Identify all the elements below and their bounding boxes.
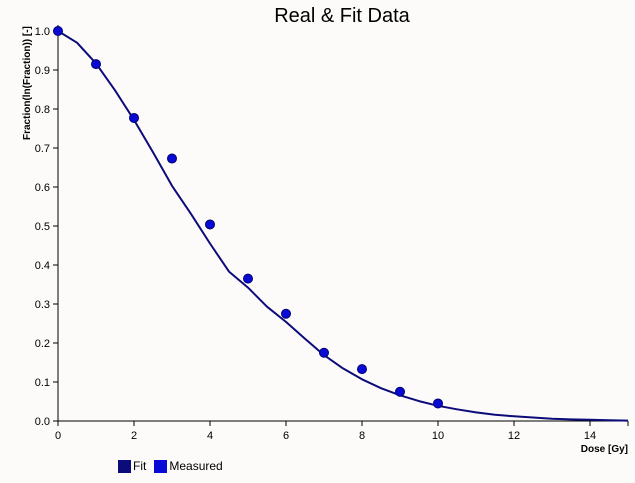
x-tick-label: 0 (55, 430, 61, 442)
fit-line (57, 30, 629, 422)
y-tick-label: 0.4 (35, 260, 50, 272)
y-tick-label: 0.7 (35, 143, 50, 155)
x-tick-label: 2 (131, 430, 137, 442)
chart-title: Real & Fit Data (274, 5, 410, 27)
measured-point (357, 364, 367, 375)
legend-swatch-fit (118, 459, 131, 473)
y-tick-label: 0.3 (35, 299, 50, 311)
legend-swatch-measured (154, 459, 168, 473)
x-tick-label: 14 (584, 430, 596, 442)
y-tick-label: 0.9 (35, 65, 50, 77)
x-tick-label: 4 (207, 430, 213, 442)
fit-series (57, 30, 629, 422)
measured-point (319, 347, 329, 358)
measured-point (395, 386, 405, 397)
measured-point (53, 26, 63, 36)
axes: 0 2 4 6 8 10 12 14 0.0 0.1 0.2 0.3 0.4 0.5 0.6 0.7 0.8 0.… (35, 25, 629, 442)
measured-point (433, 398, 443, 409)
x-axis-label: Dose [Gy] (581, 444, 628, 455)
legend-label-measured: Measured (169, 459, 223, 473)
y-tick-label: 0.6 (35, 182, 50, 194)
y-axis-label: Fraction(ln(Fraction)) [-] (22, 26, 33, 140)
x-tick-label: 10 (432, 430, 444, 442)
measured-point (91, 59, 101, 70)
legend-item-fit[interactable]: Fit (118, 459, 146, 473)
legend-label-fit: Fit (133, 459, 147, 473)
x-tick-label: 6 (283, 430, 289, 442)
measured-series (53, 26, 443, 409)
y-tick-label: 0.0 (35, 416, 50, 428)
measured-point (129, 112, 139, 123)
measured-point (167, 153, 177, 164)
y-tick-label: 0.2 (35, 338, 50, 350)
y-tick-label: 0.8 (35, 104, 50, 116)
legend: Fit Measured (118, 459, 227, 473)
legend-item-measured[interactable]: Measured (154, 459, 223, 473)
y-tick-label: 1.0 (35, 26, 50, 38)
measured-point (243, 273, 253, 284)
x-tick-label: 12 (508, 430, 520, 442)
x-tick-label: 8 (359, 430, 365, 442)
y-tick-label: 0.5 (35, 221, 50, 233)
y-tick-label: 0.1 (35, 377, 50, 389)
measured-point (281, 308, 291, 319)
measured-point (205, 219, 215, 230)
